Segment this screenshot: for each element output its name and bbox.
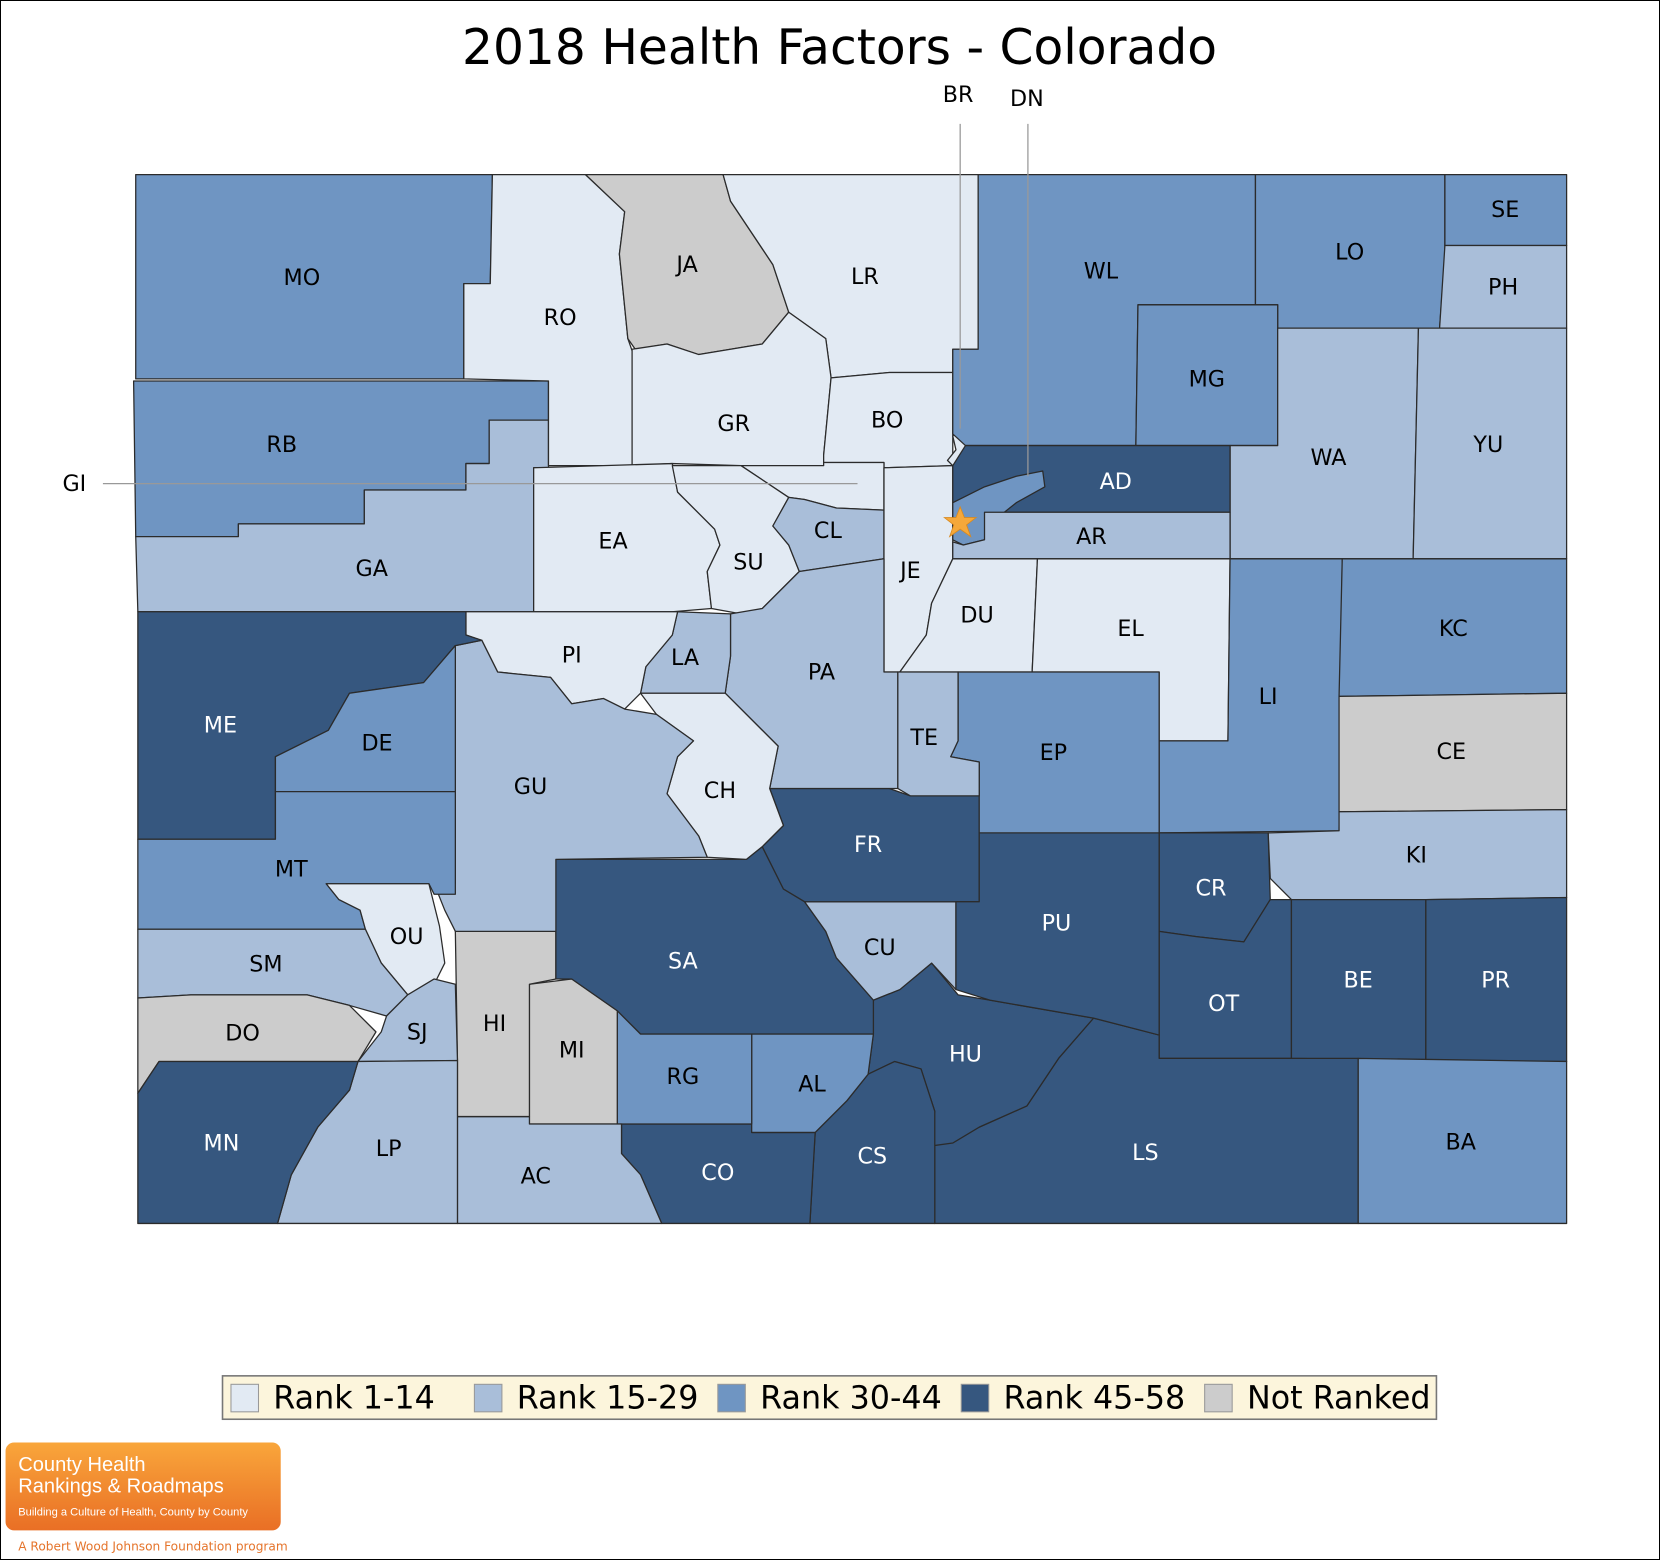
legend-swatch-rank-15-29 <box>473 1383 503 1413</box>
county-label-sj: SJ <box>407 1019 428 1045</box>
county-label-yu: YU <box>1472 432 1503 458</box>
county-label-ou: OU <box>390 924 424 950</box>
county-label-pr: PR <box>1481 968 1510 994</box>
legend-swatch-rank-45-58 <box>960 1383 990 1413</box>
county-label-fr: FR <box>854 832 882 858</box>
logo: County Health Rankings & Roadmaps Buildi… <box>5 1442 288 1553</box>
county-label-ac: AC <box>521 1163 551 1189</box>
legend-label: Rank 15-29 <box>517 1381 699 1417</box>
county-dn[interactable] <box>952 470 1046 546</box>
county-label-li: LI <box>1259 684 1278 710</box>
county-label-je: JE <box>898 558 921 584</box>
county-label-ki: KI <box>1406 843 1427 869</box>
county-label-cl: CL <box>814 518 843 544</box>
county-label-ja: JA <box>674 252 698 278</box>
county-label-wl: WL <box>1084 258 1119 284</box>
county-label-el: EL <box>1117 616 1144 642</box>
logo-line1: County Health <box>18 1454 145 1476</box>
legend-label: Rank 45-58 <box>1004 1381 1186 1417</box>
county-label-ce: CE <box>1436 739 1466 765</box>
county-label-ls: LS <box>1132 1140 1158 1166</box>
legend-swatch-rank-1-14 <box>230 1383 260 1413</box>
county-label-ph: PH <box>1488 274 1518 300</box>
legend-label: Rank 1-14 <box>273 1381 434 1417</box>
legend-swatch-rank-30-44 <box>717 1383 746 1413</box>
county-label-co: CO <box>701 1160 734 1186</box>
county-label-al: AL <box>798 1071 826 1097</box>
county-label-wa: WA <box>1310 445 1347 471</box>
callout-label-gi: GI <box>62 471 86 497</box>
star-icon <box>943 505 978 538</box>
county-label-rb: RB <box>266 432 297 458</box>
county-label-pi: PI <box>562 643 582 669</box>
county-label-cs: CS <box>858 1143 888 1169</box>
county-label-ad: AD <box>1100 469 1132 495</box>
county-label-sa: SA <box>668 949 699 975</box>
county-label-cr: CR <box>1196 876 1227 902</box>
county-label-ba: BA <box>1446 1130 1477 1156</box>
county-label-layer: MO RB GA RO JA LR GR BO EA SU CL JE WL LO SE PH MG WA YU AD… <box>204 197 1520 1189</box>
county-label-mn: MN <box>204 1131 240 1157</box>
county-label-me: ME <box>204 713 237 739</box>
county-label-mo: MO <box>284 265 321 291</box>
county-label-sm: SM <box>249 952 282 978</box>
county-label-lo: LO <box>1335 239 1364 265</box>
county-label-mg: MG <box>1189 366 1225 392</box>
county-label-lr: LR <box>851 264 879 290</box>
county-label-kc: KC <box>1439 616 1468 642</box>
county-label-ot: OT <box>1208 991 1239 1017</box>
county-label-du: DU <box>960 602 993 628</box>
county-label-ga: GA <box>356 556 389 582</box>
county-label-lp: LP <box>376 1136 402 1162</box>
county-label-ep: EP <box>1040 740 1067 766</box>
county-label-de: DE <box>361 731 392 757</box>
county-label-be: BE <box>1343 968 1372 994</box>
county-label-mi: MI <box>559 1037 585 1063</box>
county-label-hi: HI <box>483 1011 506 1037</box>
county-gr[interactable] <box>631 311 832 467</box>
county-label-pa: PA <box>808 660 836 686</box>
county-label-su: SU <box>733 550 763 576</box>
county-mn[interactable] <box>137 1060 359 1225</box>
county-label-gr: GR <box>717 411 750 437</box>
county-label-ro: RO <box>544 305 577 331</box>
county-label-ea: EA <box>598 528 628 554</box>
logo-footer: A Robert Wood Johnson Foundation program <box>18 1539 287 1553</box>
county-te[interactable] <box>897 671 980 797</box>
county-label-mt: MT <box>275 856 308 882</box>
legend-label: Not Ranked <box>1247 1381 1431 1417</box>
county-label-pu: PU <box>1042 910 1072 936</box>
county-label-bo: BO <box>871 408 903 434</box>
legend-label: Rank 30-44 <box>760 1381 942 1417</box>
county-label-hu: HU <box>949 1042 982 1068</box>
county-ac[interactable] <box>456 1115 663 1225</box>
logo-badge <box>5 1442 281 1531</box>
county-label-te: TE <box>909 725 938 751</box>
logo-tagline: Building a Culture of Health, County by … <box>18 1507 248 1519</box>
county-gu[interactable] <box>433 639 708 932</box>
map-title: 2018 Health Factors - Colorado <box>462 20 1217 76</box>
county-label-la: LA <box>671 645 700 671</box>
legend-box <box>221 1375 1438 1421</box>
county-pu[interactable] <box>955 832 1160 1036</box>
county-label-ch: CH <box>704 778 736 804</box>
county-label-ar: AR <box>1076 524 1107 550</box>
legend-swatch-not-ranked <box>1204 1383 1233 1413</box>
county-label-gu: GU <box>514 774 547 800</box>
logo-line2: Rankings & Roadmaps <box>18 1475 224 1497</box>
county-layer <box>132 173 1568 1225</box>
county-label-rg: RG <box>667 1064 700 1090</box>
legend: Rank 1-14 Rank 15-29 Rank 30-44 Rank 45-58 N… <box>221 1375 1438 1421</box>
callout-label-dn: DN <box>1010 86 1044 112</box>
county-label-do: DO <box>225 1021 260 1047</box>
callout-label-br: BR <box>943 82 974 108</box>
county-label-cu: CU <box>864 935 896 961</box>
county-label-se: SE <box>1491 197 1519 223</box>
